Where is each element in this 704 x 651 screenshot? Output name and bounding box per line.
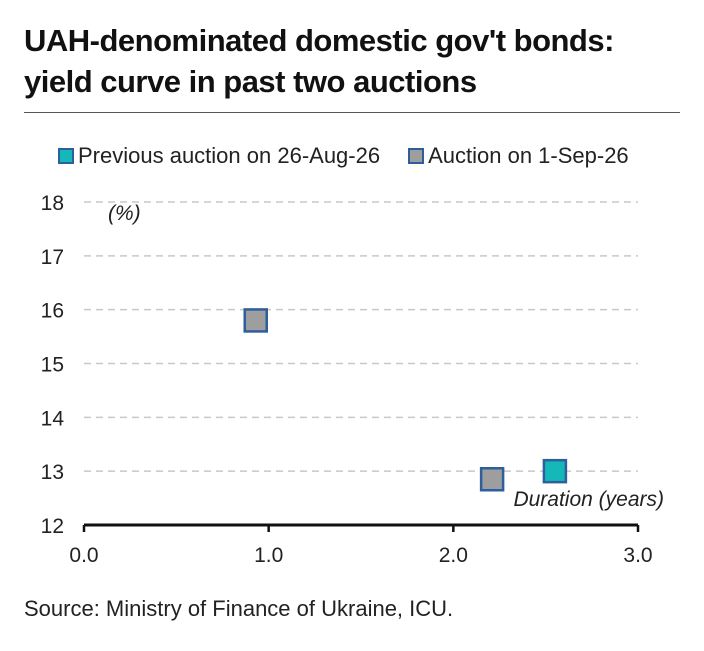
y-tick-label-18: 18	[41, 192, 64, 215]
legend-label-current: Auction on 1-Sep-26	[428, 143, 629, 168]
y-tick-label-12: 12	[41, 515, 64, 538]
y-tick-label-15: 15	[41, 354, 64, 377]
y-tick-label-16: 16	[41, 300, 64, 323]
chart-title-line-2: yield curve in past two auctions	[24, 64, 477, 99]
x-tick-label-3.0: 3.0	[623, 544, 652, 567]
source-note: Source: Ministry of Finance of Ukraine, …	[24, 596, 454, 621]
marker-series-0-point-0	[542, 458, 568, 484]
legend-item-current-auction: Auction on 1-Sep-26	[408, 143, 629, 169]
x-tick-label-0.0: 0.0	[69, 544, 98, 567]
x-axis-label: Duration (years)	[513, 488, 664, 511]
x-tick-label-1.0: 1.0	[254, 544, 283, 567]
y-tick-label-17: 17	[41, 246, 64, 269]
legend-swatch-current	[408, 148, 425, 164]
y-axis-label: (%)	[108, 202, 141, 225]
legend-label-previous: Previous auction on 26-Aug-26	[78, 143, 381, 168]
y-tick-label-14: 14	[41, 407, 65, 430]
x-tick-label-2.0: 2.0	[439, 544, 468, 567]
chart-title: UAH-denominated domestic gov't bonds: yi…	[24, 20, 684, 102]
y-tick-label-13: 13	[41, 461, 64, 484]
title-divider	[24, 112, 680, 113]
legend-swatch-previous	[58, 148, 74, 164]
marker-series-1-point-0	[243, 308, 268, 333]
legend-item-previous-auction: Previous auction on 26-Aug-26	[58, 143, 380, 169]
marker-series-1-point-1	[479, 466, 505, 492]
chart-title-line-1: UAH-denominated domestic gov't bonds:	[24, 23, 614, 58]
chart-legend: Previous auction on 26-Aug-26 Auction on…	[58, 142, 657, 170]
